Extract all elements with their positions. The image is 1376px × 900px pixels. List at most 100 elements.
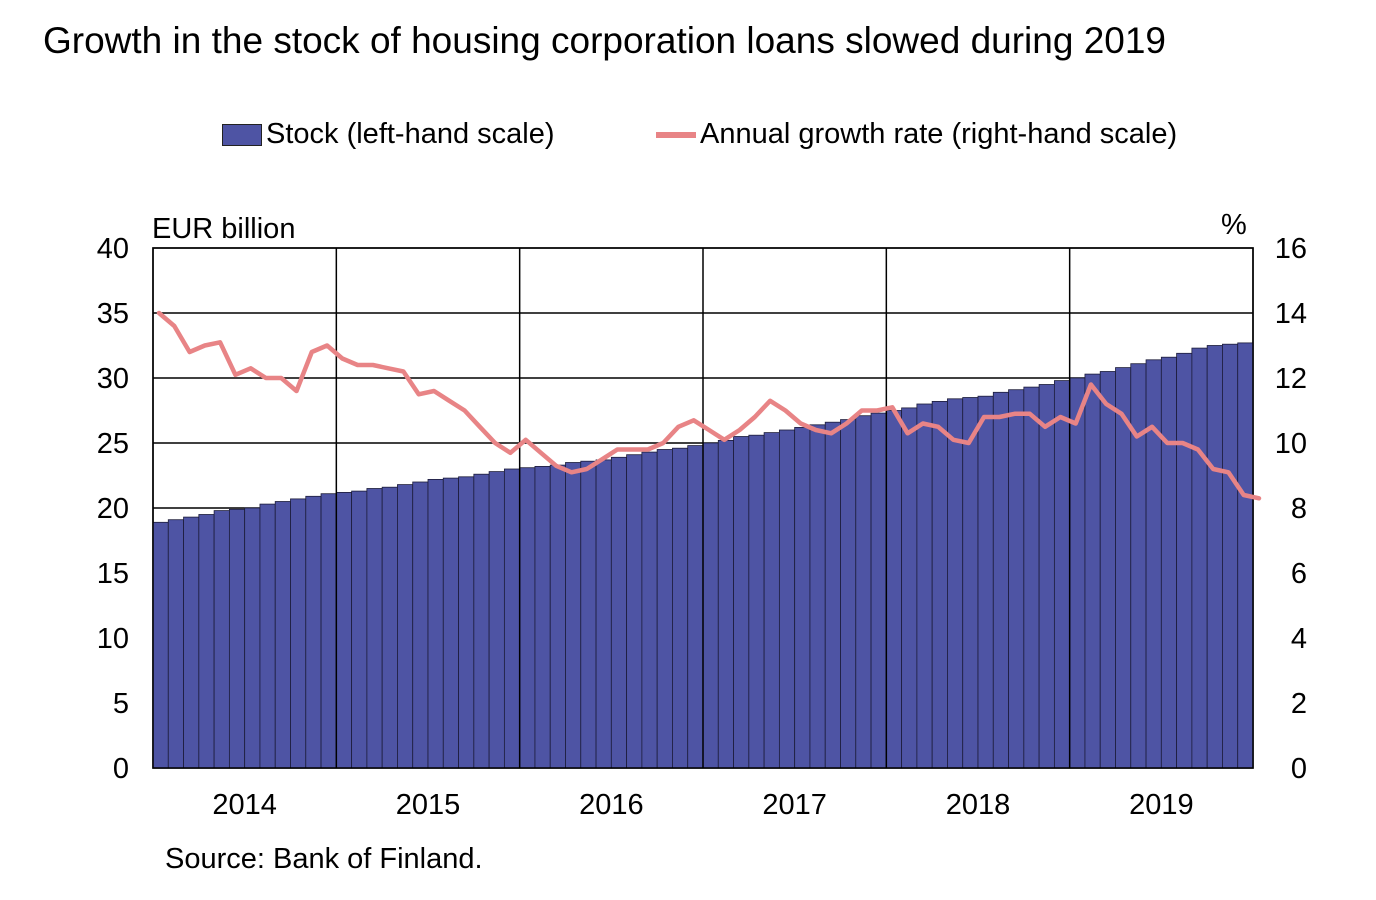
left-tick-label: 15 (97, 558, 129, 590)
growth-rate-line (156, 310, 1262, 501)
stock-bar (1222, 343, 1239, 769)
stock-bar (320, 493, 337, 769)
stock-bar (412, 481, 429, 769)
stock-bar (1206, 345, 1223, 769)
stock-bar (259, 503, 276, 769)
legend-label-stock: Stock (left-hand scale) (266, 118, 555, 150)
chart-title: Growth in the stock of housing corporati… (43, 20, 1167, 61)
stock-bar (947, 398, 964, 769)
stock-bar (1099, 371, 1116, 769)
stock-bar (794, 426, 811, 769)
stock-bar (335, 491, 353, 769)
right-tick-label: 4 (1291, 623, 1307, 655)
stock-bar (167, 519, 184, 769)
stock-bar (488, 471, 505, 769)
left-tick-label: 10 (97, 623, 129, 655)
stock-bar (733, 436, 750, 769)
right-tick-label: 2 (1291, 688, 1307, 720)
stock-bar (885, 410, 903, 769)
stock-bar (901, 407, 918, 769)
x-tick-label: 2018 (946, 789, 1011, 821)
right-tick-label: 8 (1291, 493, 1307, 525)
left-tick-label: 5 (113, 688, 129, 720)
stock-bar (870, 412, 887, 769)
stock-bar (977, 395, 994, 769)
legend-item-stock: Stock (left-hand scale) (222, 118, 555, 151)
stock-bar (717, 439, 734, 769)
stock-bar (962, 397, 979, 769)
legend-label-growth-rate: Annual growth rate (right-hand scale) (700, 118, 1178, 150)
stock-bar (305, 495, 322, 769)
stock-bar (610, 456, 628, 769)
stock-bar (183, 516, 200, 769)
left-tick-label: 30 (97, 363, 129, 395)
legend-swatch-bar (222, 123, 262, 146)
stock-bar (1069, 377, 1086, 769)
left-tick-label: 40 (97, 233, 129, 265)
stock-bar (1130, 363, 1147, 769)
right-tick-label: 10 (1275, 428, 1307, 460)
stock-bar (458, 476, 475, 769)
stock-bar (534, 465, 551, 769)
stock-bar (228, 508, 246, 769)
left-axis-unit: EUR billion (152, 213, 296, 245)
stock-bar (1084, 373, 1101, 769)
stock-bar (809, 424, 826, 769)
stock-bar (1038, 384, 1055, 769)
stock-bar (549, 464, 566, 769)
legend-item-growth-rate: Annual growth rate (right-hand scale) (656, 118, 1177, 151)
stock-bar (778, 429, 796, 769)
x-tick-label: 2014 (212, 789, 277, 821)
stock-bar (366, 488, 383, 769)
stock-bar (748, 434, 765, 769)
stock-bar (824, 421, 841, 769)
stock-bar (687, 445, 704, 769)
left-tick-label: 35 (97, 298, 129, 330)
stock-bar (397, 484, 414, 769)
stock-bar (580, 460, 597, 769)
right-tick-label: 16 (1275, 233, 1307, 265)
stock-bar (916, 403, 933, 769)
stock-bar (656, 449, 673, 769)
stock-bar (427, 478, 444, 769)
right-tick-label: 0 (1291, 753, 1307, 785)
x-tick-label: 2016 (579, 789, 644, 821)
legend: Stock (left-hand scale) Annual growth ra… (0, 118, 1376, 158)
stock-bar (442, 477, 459, 769)
left-tick-label: 0 (113, 753, 129, 785)
stock-bar (381, 486, 398, 769)
stock-bar (931, 400, 948, 769)
stock-bar (1023, 386, 1040, 769)
stock-bar (1145, 359, 1162, 769)
x-tick-label: 2015 (396, 789, 461, 821)
stock-bar (152, 521, 169, 769)
stock-bar (1160, 356, 1178, 769)
stock-bar (595, 459, 612, 769)
x-tick-label: 2019 (1129, 789, 1194, 821)
right-tick-label: 12 (1275, 363, 1307, 395)
plot-frame-top (152, 247, 1254, 769)
stock-bar (290, 498, 307, 769)
stock-bar (672, 447, 689, 769)
stock-bar (855, 415, 872, 769)
right-axis-unit: % (1221, 209, 1247, 241)
stock-bar (1237, 342, 1254, 769)
stock-bar (702, 442, 719, 769)
stock-bar (840, 419, 857, 769)
stock-bar (641, 451, 658, 769)
stock-bar (1053, 380, 1071, 769)
x-tick-label: 2017 (762, 789, 827, 821)
stock-bar (1008, 389, 1025, 769)
stock-bar (244, 507, 261, 769)
right-tick-label: 6 (1291, 558, 1307, 590)
stock-bar (565, 462, 582, 769)
stock-bar (519, 467, 536, 769)
stock-bar (763, 432, 780, 769)
stock-bar (1176, 352, 1193, 769)
stock-bar (198, 514, 215, 769)
stock-bar (626, 454, 643, 769)
right-tick-label: 14 (1275, 298, 1307, 330)
stock-bar (1191, 347, 1208, 769)
stock-bar (473, 473, 490, 769)
